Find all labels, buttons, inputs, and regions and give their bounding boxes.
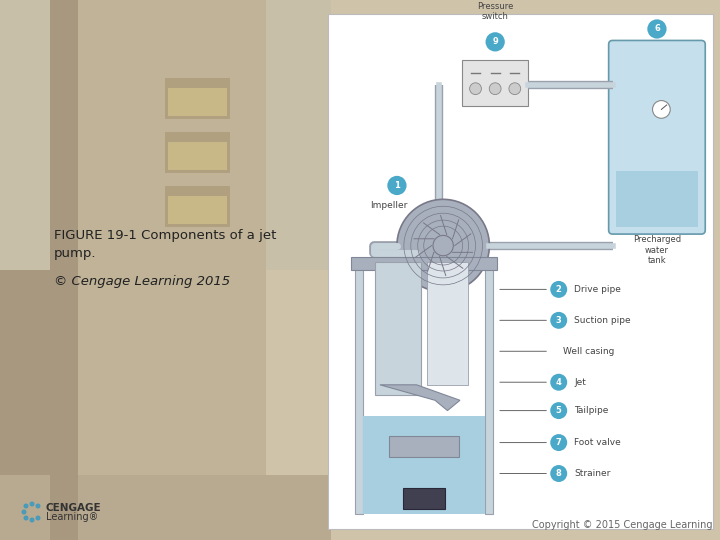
Text: Precharged
water
tank: Precharged water tank	[633, 235, 681, 265]
Text: 8: 8	[556, 469, 562, 478]
Text: Copyright © 2015 Cengage Learning: Copyright © 2015 Cengage Learning	[531, 520, 712, 530]
FancyBboxPatch shape	[0, 0, 55, 540]
Circle shape	[485, 32, 505, 51]
Text: Jet: Jet	[574, 377, 586, 387]
Text: 4: 4	[556, 377, 562, 387]
Circle shape	[647, 19, 667, 38]
Circle shape	[509, 83, 521, 94]
Text: 5: 5	[556, 406, 562, 415]
FancyBboxPatch shape	[0, 0, 331, 270]
Circle shape	[490, 83, 501, 94]
Text: 9: 9	[492, 37, 498, 46]
Text: CENGAGE: CENGAGE	[46, 503, 102, 513]
Circle shape	[35, 516, 40, 521]
Circle shape	[387, 176, 407, 195]
Circle shape	[30, 502, 35, 507]
Text: 3: 3	[556, 316, 562, 325]
FancyBboxPatch shape	[354, 264, 363, 514]
FancyBboxPatch shape	[168, 141, 227, 170]
FancyBboxPatch shape	[363, 416, 485, 514]
Circle shape	[22, 510, 27, 515]
FancyBboxPatch shape	[50, 0, 78, 540]
Circle shape	[550, 465, 567, 482]
Text: 1: 1	[394, 181, 400, 190]
Circle shape	[550, 434, 567, 451]
Text: Impeller: Impeller	[371, 201, 408, 210]
Circle shape	[433, 235, 454, 256]
Text: 6: 6	[654, 24, 660, 33]
Circle shape	[30, 517, 35, 523]
Text: Foot valve: Foot valve	[574, 438, 621, 447]
Circle shape	[550, 281, 567, 298]
Polygon shape	[380, 385, 460, 410]
Circle shape	[35, 503, 40, 509]
Text: Well casing: Well casing	[562, 347, 614, 356]
FancyBboxPatch shape	[168, 195, 227, 224]
Text: Drive pipe: Drive pipe	[574, 285, 621, 294]
FancyBboxPatch shape	[351, 257, 497, 270]
FancyBboxPatch shape	[168, 87, 227, 116]
Circle shape	[550, 374, 567, 391]
Circle shape	[550, 402, 567, 419]
FancyBboxPatch shape	[165, 132, 230, 173]
Circle shape	[397, 199, 490, 292]
Circle shape	[24, 503, 29, 509]
FancyBboxPatch shape	[375, 262, 421, 395]
Text: Tailpipe: Tailpipe	[574, 406, 608, 415]
Text: 2: 2	[556, 285, 562, 294]
Circle shape	[24, 516, 29, 521]
FancyBboxPatch shape	[50, 0, 266, 497]
FancyBboxPatch shape	[390, 436, 459, 457]
Text: Learning®: Learning®	[46, 512, 99, 522]
FancyBboxPatch shape	[485, 264, 493, 514]
FancyBboxPatch shape	[0, 475, 331, 540]
Circle shape	[550, 312, 567, 329]
Circle shape	[469, 83, 482, 94]
Text: FIGURE 19-1 Components of a jet
pump.: FIGURE 19-1 Components of a jet pump.	[54, 230, 276, 260]
FancyBboxPatch shape	[403, 488, 445, 509]
FancyBboxPatch shape	[165, 186, 230, 227]
Text: Strainer: Strainer	[574, 469, 611, 478]
FancyBboxPatch shape	[165, 78, 230, 119]
FancyBboxPatch shape	[328, 14, 713, 529]
FancyBboxPatch shape	[462, 60, 528, 106]
FancyBboxPatch shape	[427, 262, 468, 385]
Text: © Cengage Learning 2015: © Cengage Learning 2015	[54, 275, 230, 288]
Text: 7: 7	[556, 438, 562, 447]
Circle shape	[652, 100, 670, 118]
Text: Pressure
switch: Pressure switch	[477, 2, 513, 21]
FancyBboxPatch shape	[616, 171, 698, 227]
FancyBboxPatch shape	[608, 40, 706, 234]
Text: Suction pipe: Suction pipe	[574, 316, 631, 325]
